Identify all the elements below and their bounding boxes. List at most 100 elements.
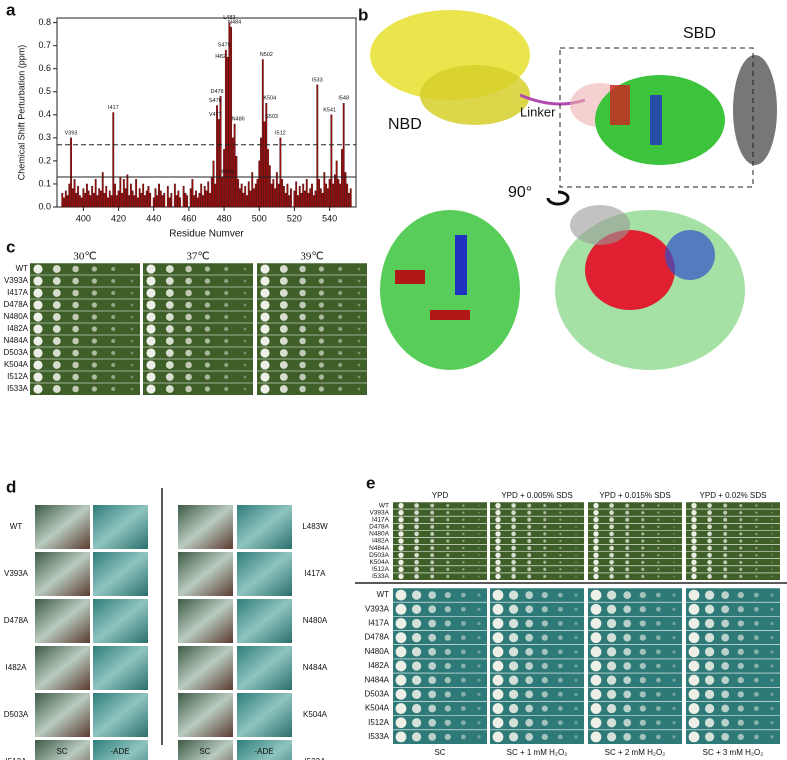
annotation: S476 (209, 98, 222, 104)
bar (159, 190, 162, 208)
colony-spot (495, 531, 501, 537)
bar (348, 192, 350, 208)
colony-spot (704, 633, 715, 643)
bar (233, 123, 236, 208)
growth-image (178, 740, 233, 760)
colony-spot (609, 559, 614, 565)
bar (261, 59, 264, 208)
colony-spot (111, 338, 116, 344)
colony-spot (770, 607, 774, 611)
colony-spot (446, 511, 450, 515)
colony-spot (395, 674, 407, 686)
colony-spot (444, 691, 451, 698)
colony-spot (574, 621, 578, 626)
colony-spot (299, 337, 306, 345)
colony-spot (224, 278, 229, 284)
colony-spot (318, 326, 325, 332)
colony-spot (414, 559, 419, 565)
x-tick-label: 460 (181, 213, 196, 223)
bar (198, 192, 201, 208)
colony-spot (609, 574, 614, 579)
bar (277, 183, 280, 208)
growth-image (93, 740, 148, 760)
bar (279, 137, 282, 208)
colony-spot (771, 533, 773, 535)
colony-spot (754, 592, 759, 598)
bar (207, 181, 210, 208)
colony-spot (574, 706, 578, 711)
colony-spot (639, 606, 646, 613)
bar (337, 179, 340, 208)
colony-spot (185, 385, 192, 393)
colony-spot (72, 361, 79, 369)
bar (94, 179, 97, 208)
colony-spot (224, 374, 229, 380)
colony-spot (688, 618, 700, 629)
bar (212, 160, 215, 208)
colony-spot (606, 689, 617, 699)
colony-spot (691, 509, 697, 516)
annotation: D478 (210, 89, 223, 95)
colony-spot (204, 302, 211, 308)
bar (87, 190, 90, 208)
colony-spot (111, 278, 116, 284)
bar (186, 195, 189, 208)
colony-spot (593, 552, 599, 558)
colony-spot (657, 518, 660, 521)
colony-spot (625, 546, 630, 551)
colony-spot (755, 504, 758, 507)
colony-spot (623, 676, 632, 685)
colony-spot (462, 568, 465, 571)
row-label: I417A (7, 288, 29, 297)
growth-image (237, 693, 292, 737)
colony-spot (243, 363, 247, 367)
colony-spot (673, 554, 675, 556)
row-label: K504A (4, 360, 29, 369)
colony-spot (243, 267, 247, 271)
colony-spot (707, 503, 712, 508)
colony-spot (739, 574, 743, 579)
colony-spot (688, 603, 700, 615)
colony-spot (721, 591, 730, 599)
bar (226, 56, 229, 208)
colony-spot (593, 559, 599, 565)
colony-spot (279, 337, 288, 345)
x-tick-label: 500 (252, 213, 267, 223)
x-tick-label: 540 (322, 213, 337, 223)
colony-spot (462, 546, 465, 550)
colony-spot (508, 604, 519, 614)
bar (323, 172, 326, 208)
colony-spot (395, 632, 407, 644)
colony-spot (398, 509, 404, 516)
bar (298, 186, 301, 208)
bar (131, 190, 134, 208)
bar (272, 179, 275, 208)
colony-spot (185, 349, 192, 357)
colony-spot (462, 525, 465, 529)
colony-spot (754, 606, 759, 612)
row-label: D478A (4, 300, 29, 309)
colony-spot (771, 575, 773, 578)
colony-spot (130, 363, 134, 367)
colony-spot (495, 566, 501, 573)
colony-spot (639, 620, 646, 627)
bar (112, 112, 115, 208)
bar (265, 103, 268, 208)
colony-spot (721, 647, 730, 656)
colony-spot (224, 290, 229, 296)
colony-spot (260, 384, 270, 394)
column-header: YPD + 0.015% SDS (599, 491, 670, 500)
colony-spot (656, 649, 661, 655)
colony-spot (478, 540, 480, 542)
colony-spot (657, 525, 660, 529)
colony-spot (414, 524, 419, 530)
colony-spot (609, 538, 614, 544)
colony-spot (428, 662, 437, 670)
colony-spot (338, 278, 343, 284)
colony-spot (395, 618, 407, 629)
colony-spot (623, 633, 632, 642)
bar (115, 195, 118, 208)
colony-spot (609, 552, 614, 558)
plate-image (490, 588, 584, 744)
